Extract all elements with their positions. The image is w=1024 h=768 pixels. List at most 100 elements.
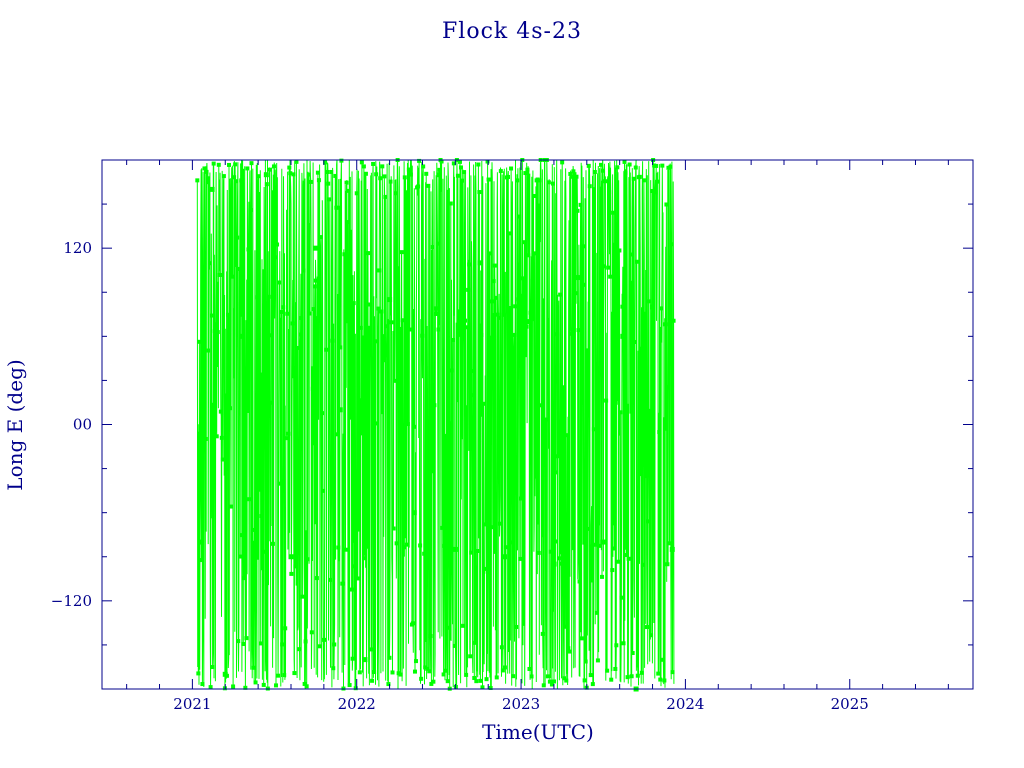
data-point — [612, 546, 617, 551]
data-point — [260, 549, 265, 554]
data-point — [307, 311, 312, 316]
data-point — [635, 673, 640, 678]
data-point — [565, 433, 570, 438]
data-point — [525, 167, 530, 172]
data-point — [359, 160, 364, 165]
data-point — [496, 315, 501, 320]
data-point — [644, 625, 649, 630]
data-point — [332, 642, 337, 647]
data-point — [607, 190, 612, 195]
data-point — [381, 334, 386, 339]
data-point — [222, 671, 228, 677]
data-point — [401, 545, 406, 550]
data-point — [527, 666, 532, 671]
data-point — [597, 543, 602, 548]
data-point — [575, 208, 580, 213]
data-point — [373, 339, 378, 344]
data-point — [656, 671, 661, 676]
data-point — [263, 172, 269, 178]
data-point — [405, 422, 410, 427]
data-point — [256, 174, 261, 179]
data-point — [510, 540, 515, 545]
data-point — [628, 252, 633, 257]
data-point — [523, 171, 528, 176]
data-point — [578, 202, 583, 207]
data-point — [564, 678, 569, 683]
data-point — [396, 671, 401, 676]
data-point — [333, 173, 338, 178]
data-point — [365, 251, 370, 256]
data-point — [592, 170, 597, 175]
data-point — [622, 159, 627, 164]
data-point — [313, 245, 319, 251]
data-point — [358, 325, 363, 330]
data-point — [492, 263, 497, 268]
data-point — [629, 674, 634, 679]
data-point — [368, 302, 373, 307]
data-point — [262, 341, 267, 346]
data-point — [272, 255, 277, 260]
data-point — [399, 250, 404, 255]
data-point — [606, 265, 611, 270]
data-point — [238, 554, 243, 559]
data-point — [218, 409, 223, 414]
data-point — [616, 559, 621, 564]
data-point — [258, 641, 263, 646]
data-point — [649, 633, 654, 638]
data-point — [653, 190, 658, 195]
data-point — [605, 668, 610, 673]
data-point — [243, 685, 248, 690]
data-point — [275, 242, 280, 247]
data-point — [595, 658, 600, 663]
data-point — [257, 487, 262, 492]
data-point — [580, 244, 585, 249]
data-point — [288, 554, 294, 560]
data-point — [385, 324, 390, 329]
data-point — [619, 595, 624, 600]
data-point — [269, 333, 274, 338]
data-point — [276, 673, 281, 678]
data-point — [196, 671, 201, 676]
data-point — [587, 184, 592, 189]
data-point — [199, 558, 204, 563]
data-point — [233, 162, 238, 167]
data-point — [466, 287, 471, 292]
data-point — [562, 676, 567, 681]
data-point — [357, 670, 362, 675]
data-point — [650, 188, 655, 193]
data-point — [246, 247, 251, 252]
data-point — [369, 647, 374, 652]
data-point — [305, 557, 310, 562]
data-point — [416, 184, 421, 189]
data-point — [631, 176, 636, 181]
data-point — [501, 312, 506, 317]
data-point — [201, 432, 206, 437]
data-point — [426, 183, 431, 188]
data-point — [554, 470, 559, 475]
data-point — [280, 642, 285, 647]
data-point — [418, 543, 423, 548]
y-tick-label: 00 — [73, 416, 92, 434]
data-point — [255, 295, 260, 300]
data-point — [461, 623, 466, 628]
data-point — [239, 333, 245, 339]
data-point — [397, 326, 402, 331]
data-point — [313, 278, 318, 283]
data-point — [479, 332, 484, 337]
data-point — [566, 646, 571, 651]
data-point — [240, 533, 245, 538]
data-point — [410, 621, 415, 626]
data-point — [641, 178, 646, 183]
data-point — [614, 643, 619, 648]
data-point — [647, 299, 652, 304]
data-point — [568, 171, 573, 176]
data-point — [553, 539, 558, 544]
data-point — [652, 163, 657, 168]
data-point — [591, 427, 596, 432]
y-tick-label: 120 — [63, 239, 92, 257]
data-point — [551, 561, 557, 567]
data-point — [250, 622, 255, 627]
data-point — [351, 301, 356, 306]
data-point — [376, 306, 381, 311]
data-point — [654, 163, 659, 168]
